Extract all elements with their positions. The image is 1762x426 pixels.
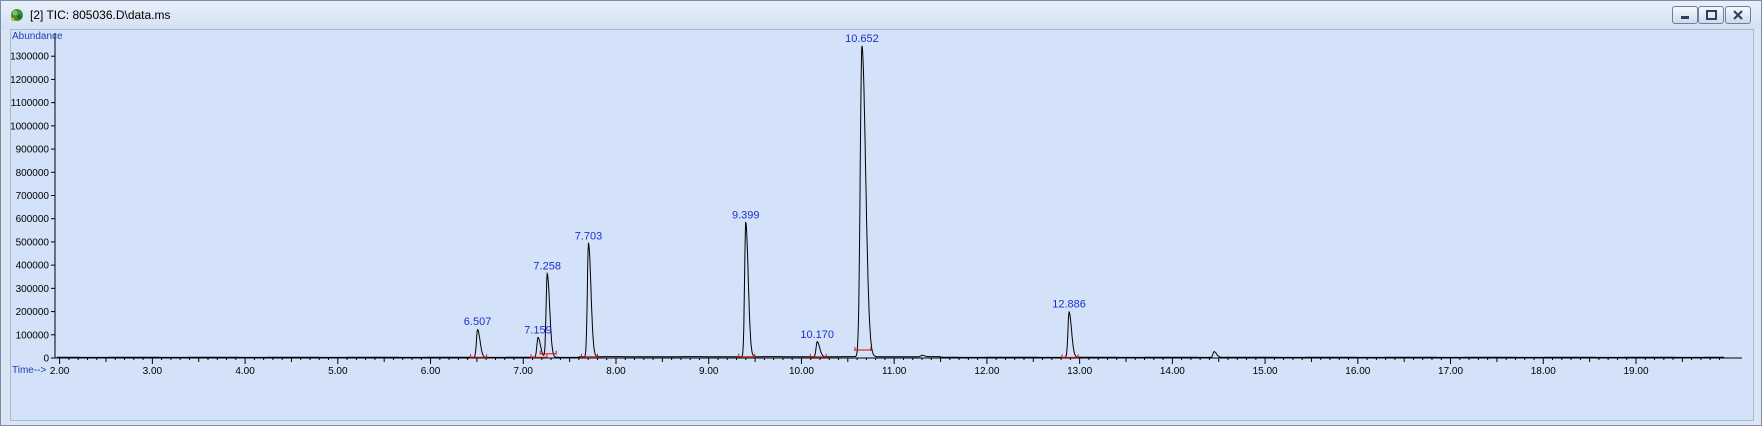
peak-label: 6.507 bbox=[464, 316, 492, 328]
x-tick-label: 7.00 bbox=[514, 366, 534, 377]
peak-label: 12.886 bbox=[1052, 299, 1086, 311]
x-axis-title: Time--> bbox=[12, 365, 47, 376]
y-tick-label: 600000 bbox=[16, 214, 50, 225]
y-tick-label: 1200000 bbox=[11, 75, 49, 86]
x-tick-label: 18.00 bbox=[1531, 366, 1556, 377]
x-tick-label: 4.00 bbox=[235, 366, 255, 377]
y-tick-label: 100000 bbox=[16, 330, 50, 341]
y-tick-label: 800000 bbox=[16, 168, 50, 179]
x-tick-label: 3.00 bbox=[143, 366, 163, 377]
x-tick-label: 8.00 bbox=[606, 366, 626, 377]
peak-label: 7.703 bbox=[575, 230, 603, 242]
x-tick-label: 12.00 bbox=[974, 366, 999, 377]
x-tick-label: 17.00 bbox=[1438, 366, 1463, 377]
plot-area[interactable]: Abundance Time--> 0 100000 200000 300000 40000… bbox=[10, 29, 1754, 421]
y-tick-label: 0 bbox=[43, 354, 49, 365]
x-tick-label: 2.00 bbox=[50, 366, 70, 377]
x-tick-label: 10.00 bbox=[789, 366, 814, 377]
y-tick-label: 300000 bbox=[16, 284, 50, 295]
y-tick-label: 700000 bbox=[16, 191, 50, 202]
title-bar[interactable]: [2] TIC: 805036.D\data.ms bbox=[1, 1, 1761, 29]
close-icon bbox=[1733, 10, 1743, 20]
peak-label: 10.170 bbox=[800, 329, 834, 341]
peak-label: 7.159 bbox=[524, 324, 552, 336]
y-tick-label: 500000 bbox=[16, 237, 50, 248]
x-tick-label: 6.00 bbox=[421, 366, 441, 377]
peak-label: 10.652 bbox=[845, 33, 879, 45]
restore-icon bbox=[1706, 10, 1717, 20]
y-axis-title: Abundance bbox=[12, 31, 63, 42]
x-tick-label: 13.00 bbox=[1067, 366, 1092, 377]
y-tick-label: 900000 bbox=[16, 145, 50, 156]
tic-chromatogram-chart: Abundance Time-->0 100000 200000 300000 40000… bbox=[11, 31, 1742, 377]
tic-trace bbox=[56, 45, 1725, 358]
y-tick-label: 400000 bbox=[16, 261, 50, 272]
minimize-icon bbox=[1681, 16, 1689, 19]
x-tick-label: 16.00 bbox=[1345, 366, 1370, 377]
x-tick-label: 14.00 bbox=[1160, 366, 1185, 377]
chromatogram-app-icon bbox=[11, 9, 23, 21]
close-button[interactable] bbox=[1725, 6, 1751, 24]
restore-button[interactable] bbox=[1698, 6, 1724, 24]
peak-label: 9.399 bbox=[732, 209, 760, 221]
window-title: [2] TIC: 805036.D\data.ms bbox=[30, 8, 171, 22]
y-tick-label: 200000 bbox=[16, 307, 50, 318]
x-tick-label: 9.00 bbox=[699, 366, 719, 377]
x-tick-label: 15.00 bbox=[1253, 366, 1278, 377]
x-tick-label: 5.00 bbox=[328, 366, 348, 377]
peak-label: 7.258 bbox=[533, 260, 561, 272]
x-tick-label: 19.00 bbox=[1623, 366, 1648, 377]
minimize-button[interactable] bbox=[1672, 6, 1698, 24]
y-tick-label: 1300000 bbox=[11, 52, 49, 63]
x-tick-label: 11.00 bbox=[882, 366, 907, 377]
y-tick-label: 1100000 bbox=[11, 98, 49, 109]
y-tick-label: 1000000 bbox=[11, 121, 49, 132]
